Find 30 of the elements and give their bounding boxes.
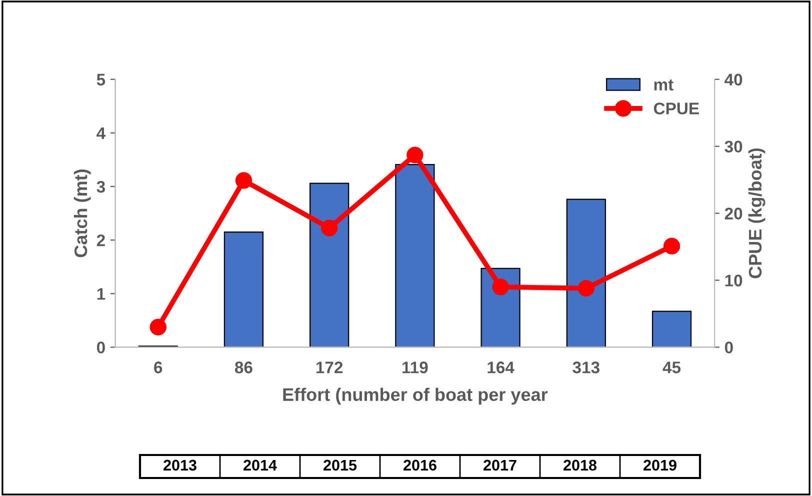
legend-label: mt xyxy=(654,79,674,91)
y-tick-label: 5 xyxy=(96,74,106,86)
y2-tick-label: 0 xyxy=(724,342,733,354)
text: 2015 xyxy=(324,460,357,471)
text: 2014 xyxy=(244,460,277,471)
x-tick-label: 6 xyxy=(154,362,162,374)
x-tick-label: 172 xyxy=(316,362,343,374)
x-tick-label: 45 xyxy=(662,362,681,374)
y-tick-label: 1 xyxy=(97,288,106,300)
text: 2018 xyxy=(564,460,597,471)
y2-tick-label: 10 xyxy=(725,274,742,286)
x-tick-label: 119 xyxy=(402,362,428,374)
y2-tick-label: 40 xyxy=(724,74,742,86)
text: 2013 xyxy=(164,460,196,471)
y2-axis-title: CPUE (kg/boat) xyxy=(748,148,766,278)
legend-label: CPUE xyxy=(654,102,699,114)
y2-tick-label: 30 xyxy=(724,140,742,153)
y-tick-label: 0 xyxy=(96,342,105,354)
y-axis-title: Catch (mt) xyxy=(74,170,91,258)
y-tick-label: 4 xyxy=(96,128,106,139)
y2-tick-label: 20 xyxy=(724,208,742,220)
x-tick-label: 164 xyxy=(488,362,514,374)
text: 2017 xyxy=(484,460,516,471)
x-tick-label: 313 xyxy=(572,362,600,374)
x-axis-title: Effort (number of boat per year xyxy=(283,388,548,405)
text: 2016 xyxy=(404,460,436,471)
y-tick-label: 3 xyxy=(96,180,105,193)
text: 2019 xyxy=(644,460,676,471)
y-tick-label: 2 xyxy=(96,234,105,246)
x-tick-label: 86 xyxy=(234,362,252,374)
